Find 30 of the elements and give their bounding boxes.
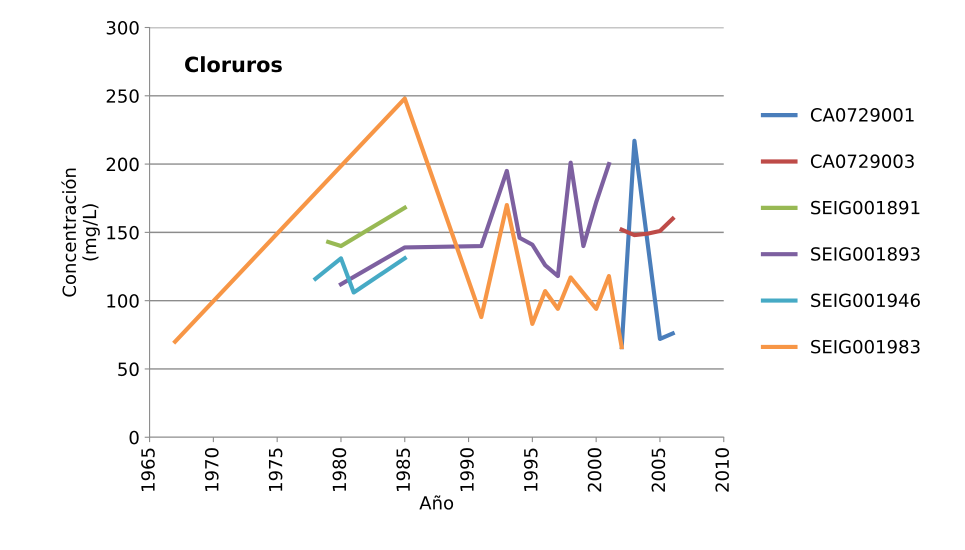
x-tick-label: 1965 [141,448,155,491]
legend-label: CA0729003 [810,154,914,168]
x-tick-label: 1985 [396,448,410,491]
line-series [338,160,611,286]
line-series [173,96,624,350]
y-tick-label: 50 [118,362,139,376]
y-tick-label: 200 [106,158,139,172]
y-tick-label: 300 [106,20,139,35]
x-tick-label: 1970 [204,448,219,491]
y-tick-label: 150 [107,226,139,240]
y-tick-label: 0 [130,430,139,444]
line-series [620,216,675,238]
x-tick-label: 1990 [460,448,474,491]
x-tick-label: 2010 [715,448,729,492]
x-tick-label: 2000 [588,448,602,492]
x-tick-label: 1980 [332,448,346,491]
y-tick-label: 100 [107,294,139,308]
legend-label: CA0729001 [810,108,914,122]
legend-label: SEIG001946 [811,294,920,308]
text: Cloruros [185,56,282,72]
x-tick-label: 1995 [524,448,538,491]
x-axis-title: Año [419,495,454,510]
legend-label: SEIG001893 [811,247,920,261]
legend-label: SEIG001891 [811,200,920,214]
x-tick-label: 2005 [652,448,666,492]
x-tick-label: 1975 [268,448,282,491]
y-tick-label: 250 [106,89,139,103]
line-series [620,138,675,350]
legend-label: SEIG001983 [811,340,920,354]
y-axis-title: Concentración (mg/L) [61,168,100,297]
